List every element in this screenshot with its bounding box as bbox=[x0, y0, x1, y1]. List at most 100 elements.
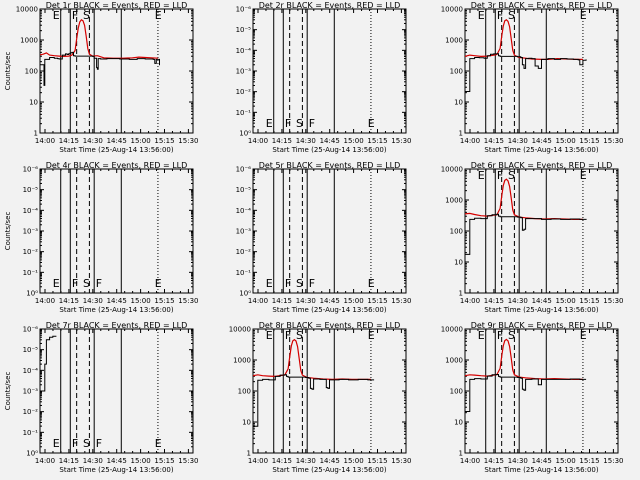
y-tick-label: 1000 bbox=[445, 197, 463, 205]
chart-panel-2: 10⁰ 10⁻¹ 10⁻² 10⁻³ 10⁻⁴ 10⁻⁵ 10⁻⁶ 14:00 14:15 14:… bbox=[236, 1, 412, 154]
x-tick-label: 15:30 bbox=[391, 137, 411, 145]
x-tick-label: 14:30 bbox=[296, 297, 316, 305]
state-marker-e: E bbox=[580, 329, 587, 342]
y-tick-label: 10⁻¹ bbox=[23, 269, 39, 277]
x-axis-label: Start Time (25-Aug-14 13:56:00) bbox=[272, 306, 386, 314]
y-tick-label: 1000 bbox=[445, 37, 463, 45]
plot-frame bbox=[464, 168, 619, 294]
state-marker-s: S bbox=[508, 9, 515, 22]
state-marker-e: E bbox=[478, 9, 485, 22]
y-tick-label: 10⁻⁵ bbox=[236, 186, 252, 194]
x-tick-label: 15:30 bbox=[603, 457, 623, 465]
y-tick-label: 10⁻⁴ bbox=[23, 367, 39, 375]
state-marker-s: S bbox=[296, 277, 303, 290]
y-tick-label: 10⁻³ bbox=[23, 228, 39, 236]
state-marker-f: F bbox=[309, 277, 315, 290]
x-tick-label: 15:00 bbox=[344, 137, 364, 145]
y-tick-label: 10⁻³ bbox=[236, 68, 252, 76]
x-tick-label: 15:30 bbox=[178, 457, 198, 465]
y-tick-label: 10⁻² bbox=[236, 88, 252, 96]
events-series-line bbox=[253, 374, 375, 427]
state-marker-e: E bbox=[53, 437, 60, 450]
x-tick-label: 14:00 bbox=[35, 137, 55, 145]
x-tick-label: 14:45 bbox=[532, 297, 552, 305]
x-tick-label: 15:15 bbox=[154, 457, 174, 465]
x-tick-label: 15:00 bbox=[344, 457, 364, 465]
x-tick-label: 14:15 bbox=[272, 137, 292, 145]
x-tick-label: 15:30 bbox=[391, 297, 411, 305]
state-marker-e: E bbox=[368, 277, 375, 290]
x-axis-label: Start Time (25-Aug-14 13:56:00) bbox=[272, 146, 386, 154]
x-tick-label: 14:30 bbox=[83, 457, 103, 465]
state-marker-f: F bbox=[72, 277, 78, 290]
state-marker-f: F bbox=[96, 437, 102, 450]
y-tick-label: 10⁻⁴ bbox=[236, 207, 252, 215]
y-tick-label: 10000 bbox=[441, 6, 463, 14]
panel-title: Det 2r BLACK = Events, RED = LLD bbox=[259, 1, 401, 10]
y-tick-label: 10 bbox=[454, 259, 463, 267]
x-tick-label: 15:30 bbox=[391, 457, 411, 465]
x-tick-label: 14:00 bbox=[460, 137, 480, 145]
y-tick-label: 10000 bbox=[441, 166, 463, 174]
y-tick-label: 1000 bbox=[445, 357, 463, 365]
y-tick-label: 10⁻⁵ bbox=[23, 346, 39, 354]
y-tick-label: 10000 bbox=[229, 326, 251, 334]
state-marker-f: F bbox=[72, 9, 78, 22]
y-tick-label: 10⁰ bbox=[26, 290, 38, 298]
x-tick-label: 14:15 bbox=[272, 457, 292, 465]
x-tick-label: 14:15 bbox=[484, 457, 504, 465]
panel-title: Det 4r BLACK = Events, RED = LLD bbox=[46, 161, 188, 170]
panel-title: Det 8r BLACK = Events, RED = LLD bbox=[259, 321, 401, 330]
state-marker-e: E bbox=[266, 329, 273, 342]
state-marker-e: E bbox=[368, 117, 375, 130]
state-marker-f: F bbox=[497, 329, 503, 342]
y-tick-label: 10⁰ bbox=[26, 450, 38, 458]
y-tick-label: 10 bbox=[29, 99, 38, 107]
state-marker-f: F bbox=[285, 277, 291, 290]
y-tick-label: 10⁻⁴ bbox=[236, 47, 252, 55]
y-tick-label: 10 bbox=[454, 419, 463, 427]
panel-title: Det 3r BLACK = Events, RED = LLD bbox=[471, 1, 613, 10]
x-tick-label: 15:00 bbox=[556, 137, 576, 145]
chart-panel-6: 1 10 100 1000 10000 14:00 14:15 14:30 14:45 15:00… bbox=[441, 161, 624, 314]
x-axis-label: Start Time (25-Aug-14 13:56:00) bbox=[484, 306, 598, 314]
events-series-line bbox=[40, 51, 160, 86]
state-marker-f: F bbox=[309, 117, 315, 130]
x-tick-label: 14:30 bbox=[296, 137, 316, 145]
lld-series-line bbox=[253, 338, 371, 381]
state-marker-f: F bbox=[96, 277, 102, 290]
y-tick-label: 1000 bbox=[233, 357, 251, 365]
y-axis-label: Counts/sec bbox=[4, 52, 12, 91]
state-marker-s: S bbox=[508, 169, 515, 182]
x-tick-label: 14:00 bbox=[460, 457, 480, 465]
state-marker-e: E bbox=[266, 277, 273, 290]
y-tick-label: 10⁻¹ bbox=[23, 429, 39, 437]
x-axis-label: Start Time (25-Aug-14 13:56:00) bbox=[59, 306, 173, 314]
y-tick-label: 10⁻⁶ bbox=[236, 166, 252, 174]
y-tick-label: 10⁰ bbox=[239, 290, 251, 298]
state-marker-e: E bbox=[580, 169, 587, 182]
x-axis-label: Start Time (25-Aug-14 13:56:00) bbox=[484, 146, 598, 154]
events-series-line bbox=[44, 335, 57, 392]
x-tick-label: 14:00 bbox=[248, 297, 268, 305]
panel-title: Det 1r BLACK = Events, RED = LLD bbox=[46, 1, 188, 10]
x-tick-label: 15:15 bbox=[579, 137, 599, 145]
x-tick-label: 15:15 bbox=[154, 297, 174, 305]
y-tick-label: 10⁻⁶ bbox=[236, 6, 252, 14]
chart-panel-3: 1 10 100 1000 10000 14:00 14:15 14:30 14:45 15:00… bbox=[441, 1, 624, 154]
state-marker-f: F bbox=[72, 437, 78, 450]
x-tick-label: 14:15 bbox=[484, 137, 504, 145]
x-tick-label: 14:30 bbox=[83, 297, 103, 305]
x-tick-label: 14:15 bbox=[59, 457, 79, 465]
x-axis-label: Start Time (25-Aug-14 13:56:00) bbox=[59, 146, 173, 154]
state-marker-s: S bbox=[508, 329, 515, 342]
panel-title: Det 7r BLACK = Events, RED = LLD bbox=[46, 321, 188, 330]
state-marker-f: F bbox=[497, 169, 503, 182]
x-tick-label: 14:45 bbox=[107, 297, 127, 305]
plot-frame bbox=[39, 8, 194, 134]
x-tick-label: 14:30 bbox=[508, 457, 528, 465]
y-tick-label: 10⁻⁵ bbox=[23, 186, 39, 194]
y-tick-label: 10⁻⁴ bbox=[23, 207, 39, 215]
y-tick-label: 10⁻¹ bbox=[236, 109, 252, 117]
